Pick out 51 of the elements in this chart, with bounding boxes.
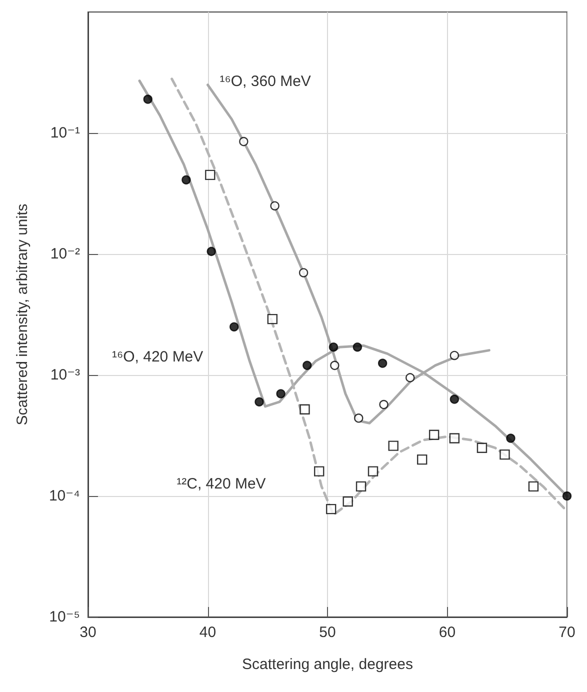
- annotation: ¹⁶O, 360 MeV: [220, 73, 311, 90]
- point: [298, 268, 308, 278]
- point: [328, 342, 338, 352]
- point: [352, 342, 362, 352]
- x-tick-label: 40: [199, 624, 216, 641]
- point: [417, 454, 428, 465]
- point: [342, 496, 353, 507]
- point: [314, 466, 324, 476]
- point: [428, 430, 440, 440]
- x-tick-label: 50: [319, 624, 336, 641]
- point: [506, 434, 516, 443]
- point: [450, 394, 460, 404]
- x-axis-title: Scattering angle, degrees: [242, 656, 413, 673]
- point: [276, 389, 286, 398]
- point: [388, 440, 398, 451]
- point: [406, 373, 415, 382]
- point: [143, 94, 152, 104]
- y-tick-label: 10⁻⁴: [48, 488, 80, 504]
- y-tick-label: 10⁻⁵: [49, 608, 80, 626]
- point: [230, 322, 239, 332]
- point: [206, 246, 216, 256]
- y-tick-label: 10⁻¹: [50, 124, 80, 142]
- annotation: ¹⁶O, 420 MeV: [112, 348, 204, 366]
- point: [254, 397, 264, 406]
- y-tick-label: 10⁻³: [50, 366, 80, 384]
- point: [267, 314, 278, 324]
- point: [205, 170, 216, 180]
- point: [449, 433, 460, 444]
- point: [354, 414, 364, 423]
- point: [500, 449, 510, 460]
- point: [300, 404, 310, 414]
- point: [326, 504, 336, 514]
- point: [302, 360, 312, 370]
- y-axis-title: Scattered intensity, arbitrary units: [14, 204, 31, 426]
- y-tick-label: 10⁻²: [50, 246, 80, 262]
- point: [379, 400, 388, 410]
- annotation: ¹²C, 420 MeV: [176, 475, 266, 492]
- x-tick-label: 30: [80, 624, 96, 641]
- point: [368, 466, 378, 476]
- point: [378, 358, 388, 368]
- point: [476, 442, 488, 453]
- point: [528, 481, 539, 492]
- point: [356, 481, 366, 492]
- x-tick-label: 70: [558, 624, 576, 641]
- point: [562, 491, 572, 501]
- point: [450, 350, 460, 360]
- point: [239, 136, 248, 146]
- x-tick-label: 60: [438, 624, 456, 641]
- point: [182, 175, 191, 184]
- point: [330, 360, 340, 370]
- point: [270, 201, 280, 210]
